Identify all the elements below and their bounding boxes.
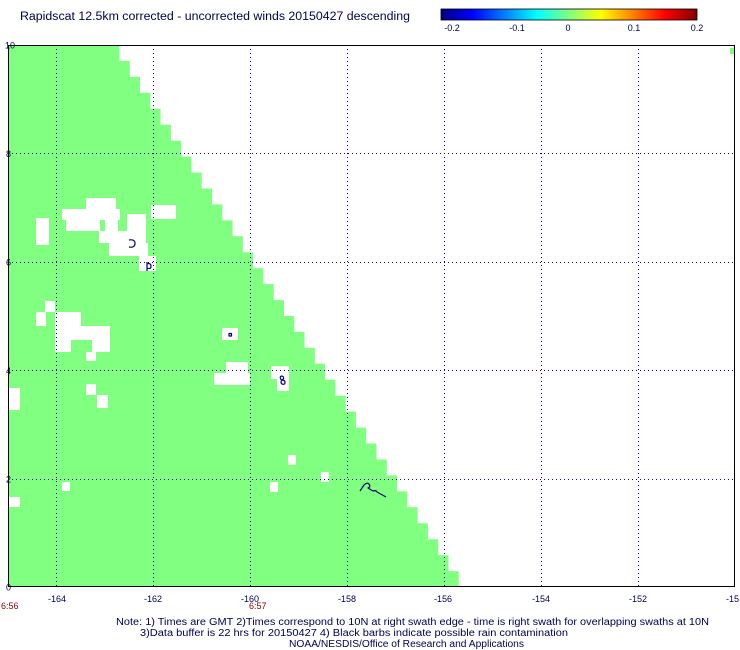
missing-data-cell xyxy=(36,312,46,326)
lat-tick-label: 10 xyxy=(5,41,15,51)
missing-data-cell xyxy=(62,482,70,491)
colorbar-label: 0 xyxy=(565,23,570,33)
lon-axis-labels: -164 -162 -160 -158 -156 -154 -152 -15 xyxy=(48,594,739,604)
lon-tick-label: -158 xyxy=(338,594,356,604)
swath-region xyxy=(8,45,459,587)
missing-data-cell xyxy=(86,198,116,209)
lat-axis-labels: 10 8 6 4 2 0 xyxy=(5,41,15,593)
missing-data-cells xyxy=(8,198,329,507)
missing-data-cell xyxy=(62,209,120,220)
lat-tick-label: 8 xyxy=(6,149,11,159)
lat-tick-label: 4 xyxy=(6,366,11,376)
rain-flag-barb xyxy=(128,239,136,248)
lon-tick-label: -152 xyxy=(629,594,647,604)
missing-data-cell xyxy=(45,301,55,312)
missing-data-cell xyxy=(105,220,118,231)
missing-data-cell xyxy=(86,384,96,395)
colorbar-label: 0.2 xyxy=(691,23,704,33)
lon-tick-label: -160 xyxy=(241,594,259,604)
lon-tick-label: -15 xyxy=(726,594,739,604)
rain-flag-barb xyxy=(228,332,233,337)
colorbar-label: -0.2 xyxy=(444,23,460,33)
missing-data-cell xyxy=(86,352,96,361)
missing-data-cell xyxy=(92,340,110,352)
rain-flag-barb xyxy=(279,375,286,385)
colorbar-label: 0.1 xyxy=(628,23,641,33)
missing-data-cell xyxy=(109,243,148,256)
missing-data-cell xyxy=(97,395,108,408)
colorbar-bar xyxy=(440,8,698,21)
plot-area xyxy=(8,45,735,587)
colorbar-label: -0.1 xyxy=(509,23,525,33)
plot-frame xyxy=(8,45,735,587)
missing-data-cell xyxy=(226,362,248,374)
lon-tick-label: -164 xyxy=(48,594,66,604)
missing-data-cell xyxy=(55,312,81,326)
missing-data-cell xyxy=(127,214,146,231)
lon-tick-label: -154 xyxy=(532,594,550,604)
lat-tick-label: 2 xyxy=(6,475,11,485)
missing-data-cell xyxy=(36,218,49,245)
footnote-line: Note: 1) Times are GMT 2)Times correspon… xyxy=(116,617,709,628)
missing-data-cell xyxy=(288,455,296,465)
missing-data-cell xyxy=(8,497,20,507)
lat-tick-label: 6 xyxy=(6,258,11,268)
credit-line: NOAA/NESDIS/Office of Research and Appli… xyxy=(289,639,524,650)
missing-data-cell xyxy=(271,366,289,379)
missing-data-cell xyxy=(270,482,278,492)
rain-flag-barb xyxy=(359,482,387,498)
missing-data-cell xyxy=(99,231,146,243)
missing-data-cell xyxy=(66,220,100,231)
lat-tick-label: 0 xyxy=(6,583,11,593)
pass-time-label: 6:57 xyxy=(249,601,267,611)
swath-fragment xyxy=(730,48,734,54)
rain-flag-barbs xyxy=(128,239,387,498)
missing-data-cell xyxy=(277,379,289,391)
missing-data-cell xyxy=(151,205,176,219)
lon-tick-label: -156 xyxy=(434,594,452,604)
pass-time-label: 6:56 xyxy=(1,601,19,611)
missing-data-cell xyxy=(214,373,250,385)
missing-data-cell xyxy=(55,340,71,352)
map-title: Rapidscat 12.5km corrected - uncorrected… xyxy=(20,11,410,23)
rain-flag-barb xyxy=(146,262,152,271)
lon-tick-label: -162 xyxy=(144,594,162,604)
missing-data-cell xyxy=(55,326,110,340)
colorbar: -0.2 -0.1 0 0.1 0.2 xyxy=(440,8,704,33)
missing-data-cell xyxy=(8,388,20,410)
missing-data-cell xyxy=(321,472,329,482)
footnote-line: 3)Data buffer is 22 hrs for 20150427 4) … xyxy=(140,628,568,639)
